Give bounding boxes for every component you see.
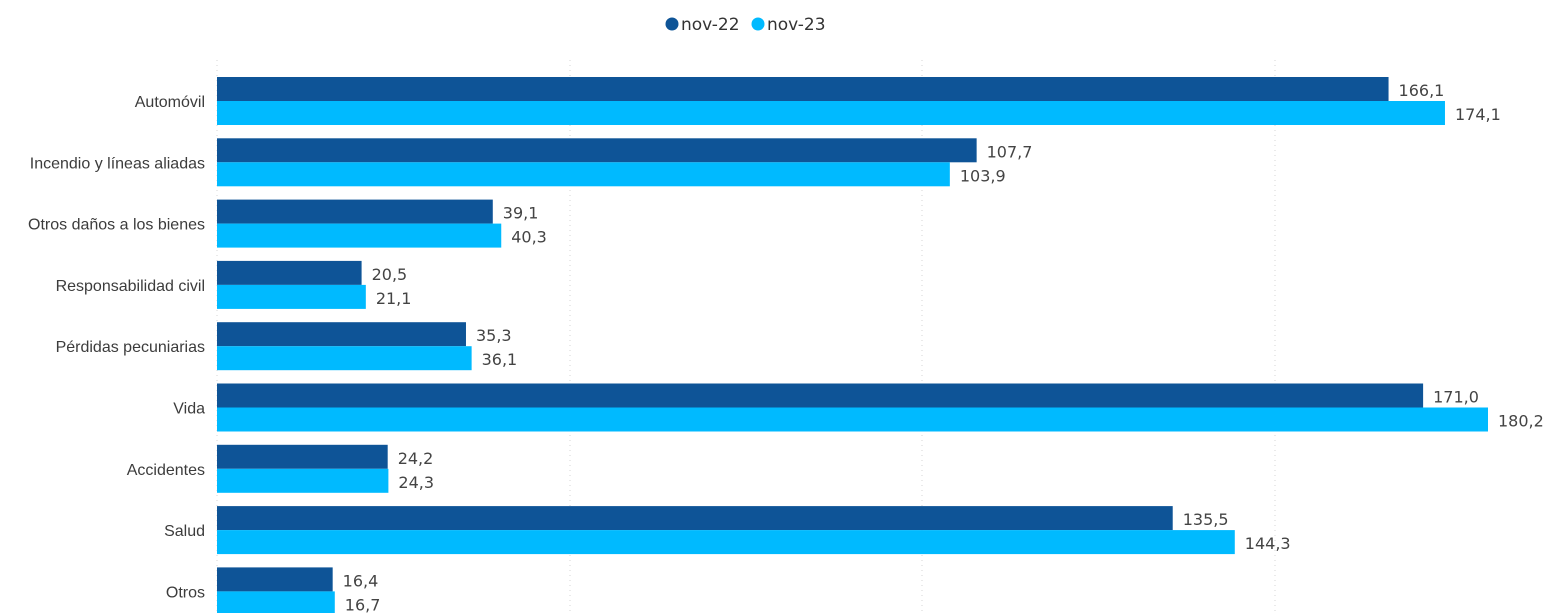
legend-label-nov-23: nov-23 xyxy=(767,15,826,35)
bar-nov-23 xyxy=(217,591,335,613)
data-label-nov-23: 103,9 xyxy=(960,166,1006,185)
category-label: Otros daños a los bienes xyxy=(28,217,205,234)
bar-nov-22 xyxy=(217,260,362,285)
data-label-nov-23: 16,7 xyxy=(345,595,381,613)
data-label-nov-22: 16,4 xyxy=(343,571,379,590)
category-label: Incendio y líneas aliadas xyxy=(30,155,205,172)
category-label: Salud xyxy=(164,523,205,540)
data-label-nov-23: 144,3 xyxy=(1245,534,1291,553)
category-label: Automóvil xyxy=(135,94,205,111)
data-label-nov-22: 135,5 xyxy=(1183,510,1229,529)
data-label-nov-23: 24,3 xyxy=(398,473,434,492)
bar-nov-22 xyxy=(217,567,333,592)
bar-nov-22 xyxy=(217,199,493,224)
category-label: Otros xyxy=(166,584,205,601)
data-label-nov-22: 39,1 xyxy=(503,204,539,223)
bar-nov-23 xyxy=(217,346,472,371)
bar-nov-23 xyxy=(217,162,950,187)
bar-nov-23 xyxy=(217,101,1445,125)
bar-nov-23 xyxy=(217,530,1235,555)
legend-label-nov-22: nov-22 xyxy=(681,15,740,35)
bars xyxy=(217,77,1488,613)
bar-nov-22 xyxy=(217,506,1173,531)
data-labels: 166,1 174,1 107,7 103,9 39,1 40,3 20,5 21,1 35,3… xyxy=(343,81,1544,613)
category-label: Vida xyxy=(173,401,205,418)
bar-nov-22 xyxy=(217,138,977,163)
data-label-nov-22: 24,2 xyxy=(398,449,434,468)
category-axis: Automóvil Incendio y líneas aliadas Otros … xyxy=(28,94,205,601)
legend-marker-nov-22 xyxy=(665,17,679,31)
legend-marker-nov-23 xyxy=(751,17,765,31)
category-label: Pérdidas pecuniarias xyxy=(56,339,205,356)
bar-nov-22 xyxy=(217,444,388,469)
bar-nov-23 xyxy=(217,284,366,309)
data-label-nov-22: 171,0 xyxy=(1433,388,1479,407)
data-label-nov-23: 174,1 xyxy=(1455,105,1501,124)
bar-nov-22 xyxy=(217,77,1389,101)
data-label-nov-23: 21,1 xyxy=(376,289,412,308)
data-label-nov-23: 40,3 xyxy=(511,228,547,247)
bar-nov-22 xyxy=(217,383,1424,408)
data-label-nov-23: 36,1 xyxy=(482,350,518,369)
bar-nov-23 xyxy=(217,407,1488,432)
bar-nov-22 xyxy=(217,322,466,347)
data-label-nov-22: 35,3 xyxy=(476,326,512,345)
data-label-nov-23: 180,2 xyxy=(1498,412,1544,431)
bar-nov-23 xyxy=(217,468,389,493)
data-label-nov-22: 107,7 xyxy=(987,142,1033,161)
category-label: Responsabilidad civil xyxy=(56,278,205,295)
bar-nov-23 xyxy=(217,223,502,248)
category-label: Accidentes xyxy=(127,462,205,479)
data-label-nov-22: 20,5 xyxy=(372,265,408,284)
legend: nov-22 nov-23 xyxy=(665,15,826,35)
data-label-nov-22: 166,1 xyxy=(1399,81,1445,100)
